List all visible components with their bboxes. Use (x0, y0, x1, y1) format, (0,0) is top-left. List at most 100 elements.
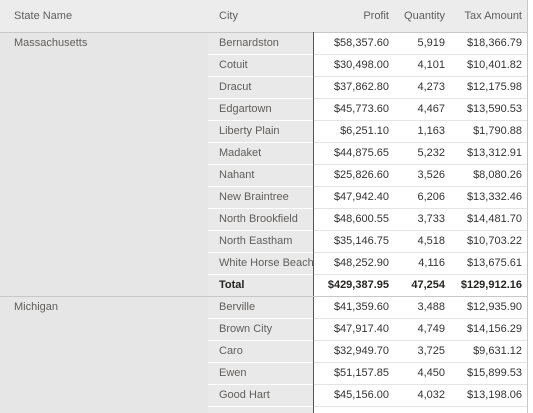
value-cell: 4,116 (418, 257, 445, 269)
city-name: Liberty Plain (219, 125, 280, 137)
row-separator (208, 186, 313, 187)
state-column-background (0, 33, 208, 413)
value-cell: 4,032 (417, 389, 445, 401)
city-name: Bernardston (219, 37, 279, 49)
row-separator (208, 274, 313, 275)
row-separator (314, 120, 527, 121)
row-separator (314, 384, 527, 385)
city-name: White Horse Beach (219, 257, 314, 269)
row-separator (208, 164, 313, 165)
row-separator (314, 252, 527, 253)
row-separator (314, 98, 527, 99)
row-separator (208, 362, 313, 363)
value-cell: 3,488 (417, 301, 445, 313)
total-value: $129,912.16 (460, 279, 522, 291)
value-cell: $14,481.70 (466, 213, 522, 225)
value-cell: $13,312.91 (466, 147, 522, 159)
value-cell: $35,146.75 (333, 235, 389, 247)
value-cell: $13,198.06 (466, 389, 522, 401)
value-cell: $47,942.40 (333, 191, 389, 203)
city-name: North Eastham (219, 235, 293, 247)
value-cell: $51,157.85 (333, 367, 389, 379)
value-cell: 4,273 (417, 81, 445, 93)
value-cell: 3,526 (417, 169, 445, 181)
row-separator (314, 142, 527, 143)
city-name: New Braintree (219, 191, 289, 203)
value-cell: 4,101 (417, 59, 445, 71)
row-separator (314, 362, 527, 363)
row-separator (314, 318, 527, 319)
state-name: Massachusetts (14, 37, 88, 49)
city-name: Edgartown (219, 103, 272, 115)
right-border (527, 0, 528, 413)
value-cell: 1,163 (417, 125, 445, 137)
city-name: Cotuit (219, 59, 248, 71)
value-cell: 3,733 (417, 213, 445, 225)
row-separator (314, 54, 527, 55)
row-separator (208, 76, 313, 77)
value-cell: $14,156.29 (466, 323, 522, 335)
value-cell: $37,862.80 (333, 81, 389, 93)
total-value: 47,254 (411, 279, 445, 291)
value-cell: 4,450 (417, 367, 445, 379)
row-separator (208, 384, 313, 385)
total-value: $429,387.95 (327, 279, 389, 291)
row-separator (208, 252, 313, 253)
value-cell: $30,498.00 (333, 59, 389, 71)
row-separator (208, 340, 313, 341)
value-cell: $18,366.79 (466, 37, 522, 49)
value-cell: 5,919 (417, 37, 445, 49)
value-cell: $58,357.60 (333, 37, 389, 49)
column-header: Tax Amount (464, 10, 522, 22)
value-cell: 4,749 (417, 323, 445, 335)
row-separator (314, 406, 527, 407)
city-column-background (208, 33, 313, 413)
value-cell: 5,232 (417, 147, 445, 159)
city-name: Nahant (219, 169, 255, 181)
city-name: Brown City (219, 323, 273, 335)
row-separator (208, 318, 313, 319)
row-separator (208, 208, 313, 209)
value-cell: $10,703.22 (466, 235, 522, 247)
value-cell: 4,518 (417, 235, 445, 247)
city-name: Good Hart (219, 389, 270, 401)
value-cell: $1,790.88 (473, 125, 522, 137)
value-cell: $48,600.55 (333, 213, 389, 225)
value-cell: $41,359.60 (333, 301, 389, 313)
value-cell: $8,080.26 (473, 169, 522, 181)
value-cell: $12,175.98 (466, 81, 522, 93)
state-name: Michigan (14, 301, 59, 313)
group-separator (0, 296, 527, 297)
value-cell: $44,875.65 (333, 147, 389, 159)
value-cell: $25,826.60 (333, 169, 389, 181)
value-cell: $12,935.90 (466, 301, 522, 313)
city-name: Dracut (219, 81, 252, 93)
value-cell: $10,401.82 (466, 59, 522, 71)
value-cell: $48,252.90 (333, 257, 389, 269)
row-separator (314, 208, 527, 209)
value-cell: $6,251.10 (340, 125, 389, 137)
row-separator (208, 98, 313, 99)
column-header: Profit (363, 10, 389, 22)
row-separator (208, 142, 313, 143)
value-cell: $15,899.53 (466, 367, 522, 379)
value-cell: $13,675.61 (466, 257, 522, 269)
row-separator (314, 274, 527, 275)
column-header: State Name (14, 10, 73, 22)
city-name: Caro (219, 345, 243, 357)
row-separator (208, 406, 313, 407)
row-separator (314, 186, 527, 187)
value-cell: $13,590.53 (466, 103, 522, 115)
column-header: Quantity (404, 10, 445, 22)
total-label: Total (219, 279, 245, 291)
row-separator (314, 164, 527, 165)
row-separator (314, 340, 527, 341)
value-cell: $47,917.40 (333, 323, 389, 335)
row-separator (208, 120, 313, 121)
value-cell: $45,156.00 (333, 389, 389, 401)
city-name: Ewen (219, 367, 247, 379)
header-background (0, 0, 527, 33)
value-cell: $45,773.60 (333, 103, 389, 115)
row-separator (314, 76, 527, 77)
row-separator (314, 230, 527, 231)
